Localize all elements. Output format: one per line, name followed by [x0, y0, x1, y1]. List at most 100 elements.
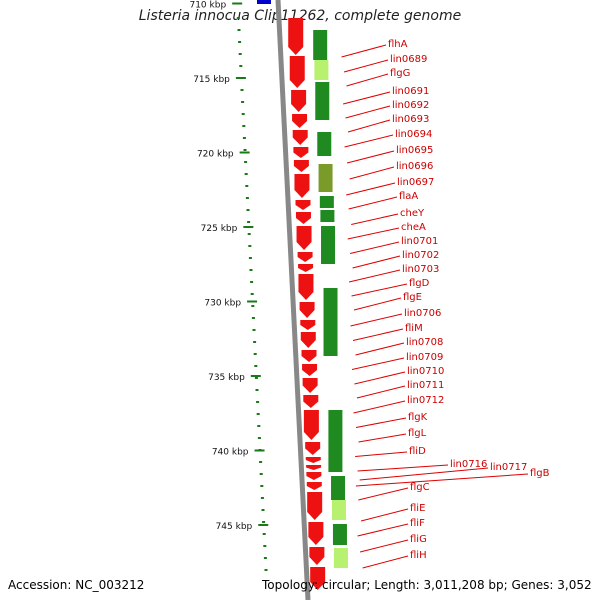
gene-label: flgG	[390, 68, 410, 79]
ruler-label: 715 kbp	[193, 75, 230, 85]
ruler-minor-tick	[262, 521, 266, 523]
label-leader-line	[351, 357, 405, 370]
gene-arrow	[296, 226, 312, 250]
ruler-minor-tick	[245, 197, 249, 199]
gene-label: lin0702	[402, 250, 439, 261]
gene-label: flgE	[403, 292, 422, 303]
ruler-minor-tick	[248, 257, 252, 259]
label-leader-line	[346, 73, 389, 87]
gene-arrow	[293, 160, 309, 172]
gene-label: cheA	[401, 222, 426, 233]
map-title: Listeria innocua Clip11262, complete gen…	[138, 8, 462, 24]
gene-arrow	[300, 332, 316, 348]
ruler-label: 740 kbp	[212, 448, 249, 458]
label-leader-line	[351, 283, 408, 297]
gc-block	[315, 82, 330, 120]
gene-label: lin0717	[490, 462, 527, 473]
label-leader-line	[359, 539, 409, 553]
ruler-minor-tick	[259, 461, 263, 463]
ruler-minor-tick	[255, 389, 259, 391]
label-leader-line	[356, 385, 406, 399]
gene-label: lin0697	[397, 177, 434, 188]
ruler-minor-tick	[240, 89, 244, 91]
label-leader-line	[360, 508, 409, 522]
gene-arrow	[294, 174, 310, 198]
ruler-tick	[247, 300, 258, 303]
ruler-tick	[243, 226, 254, 228]
gene-label: cheY	[400, 208, 425, 219]
ruler-minor-tick	[243, 149, 247, 151]
gc-block	[313, 30, 328, 60]
ruler-minor-tick	[258, 449, 262, 451]
gene-arrow	[292, 114, 308, 128]
ruler-minor-tick	[260, 497, 264, 499]
gene-arrow	[298, 264, 314, 272]
ruler-minor-tick	[250, 281, 254, 283]
ruler-tick	[258, 524, 269, 526]
accession-text: Accession: NC_003212	[8, 578, 145, 592]
label-leader-line	[362, 555, 409, 569]
ruler-minor-tick	[250, 293, 254, 295]
ruler-tick	[250, 375, 261, 377]
label-leader-line	[357, 523, 409, 537]
ruler-minor-tick	[262, 533, 266, 535]
gene-labels: flhA lin0689 flgG lin0691 lin0692 lin0693 lin0…	[341, 39, 550, 569]
label-leader-line	[343, 59, 389, 73]
label-leader-line	[352, 255, 401, 269]
backbone-line	[275, 0, 311, 600]
gene-label: flgK	[408, 412, 428, 423]
ruler-tick	[239, 151, 250, 154]
label-leader-line	[343, 91, 391, 105]
ruler-label: 730 kbp	[204, 299, 241, 309]
gc-block	[318, 164, 333, 192]
gene-label: fliG	[410, 534, 427, 545]
gene-arrow	[301, 350, 317, 362]
ruler-label: 745 kbp	[216, 522, 253, 532]
gene-label: flaA	[399, 191, 418, 202]
gene-label: lin0710	[407, 366, 444, 377]
gene-label: lin0706	[404, 308, 441, 319]
ruler-label: 720 kbp	[197, 150, 234, 160]
gene-label: lin0692	[392, 100, 429, 111]
ruler-minor-tick	[238, 41, 242, 43]
gc-block	[331, 476, 346, 500]
label-leader-line	[348, 196, 398, 210]
gene-arrow	[293, 147, 309, 158]
ruler-minor-tick	[241, 101, 245, 103]
gene-label: lin0696	[396, 161, 433, 172]
gene-label: lin0703	[402, 264, 439, 275]
gc-track	[313, 30, 348, 568]
ruler-minor-tick	[236, 17, 240, 19]
ruler-minor-tick	[237, 29, 241, 31]
gene-label: lin0712	[407, 395, 444, 406]
gene-label: lin0694	[395, 129, 432, 140]
label-leader-line	[344, 134, 394, 148]
gc-block	[320, 210, 335, 222]
ruler-minor-tick	[239, 65, 243, 67]
gene-label: fliD	[409, 446, 426, 457]
gene-label: flgD	[409, 278, 430, 289]
ruler-minor-tick	[254, 365, 258, 367]
label-leader-line	[348, 269, 401, 283]
gene-arrow	[292, 130, 308, 145]
ruler-minor-tick	[241, 113, 245, 115]
ruler-minor-tick	[264, 569, 268, 571]
ruler-minor-tick	[253, 341, 257, 343]
gene-arrow	[295, 200, 311, 210]
gene-arrow	[289, 56, 305, 88]
ruler-minor-tick	[239, 77, 243, 79]
position-marker	[257, 0, 271, 4]
gene-arrow	[291, 90, 307, 112]
ruler-minor-tick	[254, 377, 258, 379]
gene-label: fliE	[410, 503, 425, 514]
label-leader-line	[351, 213, 399, 225]
label-leader-line	[354, 371, 406, 385]
gene-label: flgC	[410, 482, 430, 493]
gene-arrow	[302, 364, 318, 376]
label-leader-line	[353, 400, 406, 414]
gene-arrow	[302, 378, 318, 393]
label-leader-line	[358, 487, 409, 501]
gc-block	[321, 226, 336, 264]
ruler-minor-tick	[260, 485, 264, 487]
gene-label: lin0716	[450, 459, 487, 470]
